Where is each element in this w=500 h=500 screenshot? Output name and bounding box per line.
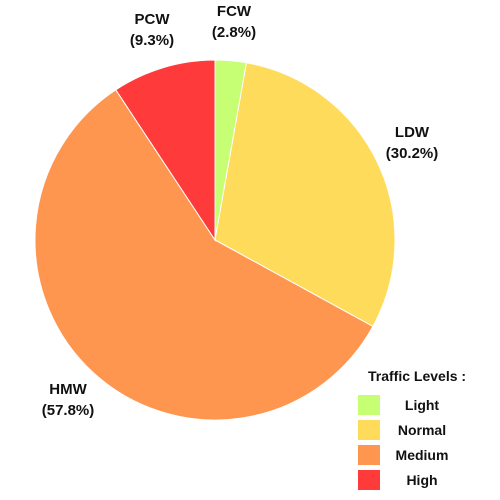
legend-swatch-medium bbox=[358, 444, 380, 465]
pie-slices bbox=[34, 59, 396, 421]
legend-swatch-high bbox=[358, 469, 380, 490]
legend-title: Traffic Levels : bbox=[368, 368, 467, 384]
legend-label-light: Light bbox=[404, 396, 440, 413]
slice-pct-label-pcw: (9.3%) bbox=[130, 32, 174, 49]
slice-label-pcw: PCW bbox=[135, 11, 171, 28]
slice-labels: FCW (2.8%) LDW (30.2%) HMW (57.8%) PCW (9.3%) bbox=[42, 3, 439, 419]
pie-slice-pcw bbox=[115, 59, 216, 242]
legend: Traffic Levels : Light Normal Medium Hig… bbox=[358, 368, 488, 492]
pie-slice-ldw bbox=[214, 62, 396, 328]
legend-item-normal: Normal bbox=[358, 417, 488, 442]
legend-label-high: High bbox=[406, 471, 438, 488]
legend-swatch-normal bbox=[358, 419, 380, 440]
slice-pct-label-fcw: (2.8%) bbox=[212, 24, 256, 41]
slice-label-fcw: FCW bbox=[217, 3, 252, 20]
legend-label-normal: Normal bbox=[397, 421, 447, 438]
legend-item-light: Light bbox=[358, 392, 488, 417]
slice-label-ldw: LDW bbox=[395, 124, 430, 141]
legend-label-medium: Medium bbox=[395, 446, 449, 463]
legend-item-medium: Medium bbox=[358, 442, 488, 467]
slice-label-hmw: HMW bbox=[49, 381, 87, 398]
slice-pct-label-ldw: (30.2%) bbox=[386, 145, 439, 162]
slice-pct-label-hmw: (57.8%) bbox=[42, 402, 95, 419]
legend-item-high: High bbox=[358, 467, 488, 492]
legend-swatch-light bbox=[358, 394, 380, 415]
pie-slice-hmw bbox=[34, 89, 374, 421]
